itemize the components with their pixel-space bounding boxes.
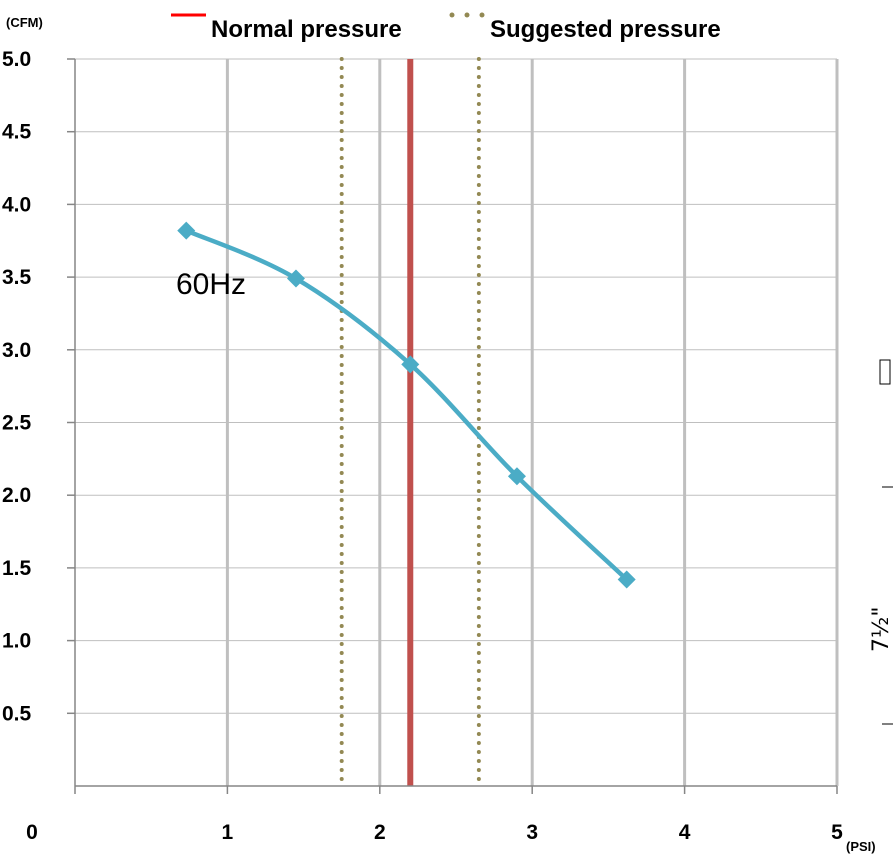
data-point-0-4 [617, 570, 636, 589]
y-tick-label-1.0: 1.0 [2, 630, 31, 653]
x-tick-label-4: 4 [679, 821, 691, 844]
side-dimension-label: 7½" [869, 607, 893, 652]
data-point-0-2 [401, 355, 420, 374]
y-tick-label-4.5: 4.5 [2, 121, 32, 144]
data-point-0-0 [177, 221, 196, 240]
x-tick-label-0: 0 [26, 821, 38, 844]
legend-swatch-suggested-dot-0 [449, 12, 455, 18]
y-unit-label: (CFM) [6, 15, 43, 30]
y-tick-label-3.5: 3.5 [2, 266, 32, 289]
y-tick-label-1.5: 1.5 [2, 557, 32, 580]
grid-lines [75, 58, 839, 786]
data-point-0-1 [286, 269, 305, 288]
x-tick-label-2: 2 [374, 821, 386, 844]
axes [67, 58, 838, 794]
y-tick-label-4.0: 4.0 [2, 193, 31, 216]
y-tick-label-2.5: 2.5 [2, 412, 32, 435]
x-unit-label: (PSI) [846, 839, 876, 854]
legend: Normal pressure Suggested pressure [171, 12, 721, 43]
x-tick-label-1: 1 [222, 821, 234, 844]
y-tick-label-5.0: 5.0 [2, 48, 31, 71]
tick-labels: 0.5 1.0 1.5 2.0 2.5 3.0 3.5 4.0 4.5 5.0 0 1 2 3 4 5 [2, 48, 843, 844]
y-tick-label-2.0: 2.0 [2, 484, 31, 507]
legend-label-suggested: Suggested pressure [490, 16, 721, 43]
side-box [879, 359, 891, 385]
series-annotation-60hz: 60Hz [176, 268, 246, 301]
legend-swatch-suggested-dot-1 [464, 12, 470, 18]
y-tick-label-3.0: 3.0 [2, 339, 31, 362]
legend-label-normal: Normal pressure [211, 16, 402, 43]
y-tick-label-0.5: 0.5 [2, 702, 32, 725]
series-60hz [177, 221, 636, 589]
x-tick-label-5: 5 [831, 821, 843, 844]
side-dimension-drawing: 7½" [869, 359, 893, 725]
data-point-0-3 [507, 467, 526, 486]
reference-lines [339, 57, 481, 788]
legend-swatch-suggested-dot-2 [479, 12, 485, 18]
series-line-0 [185, 228, 629, 582]
x-tick-label-3: 3 [526, 821, 538, 844]
